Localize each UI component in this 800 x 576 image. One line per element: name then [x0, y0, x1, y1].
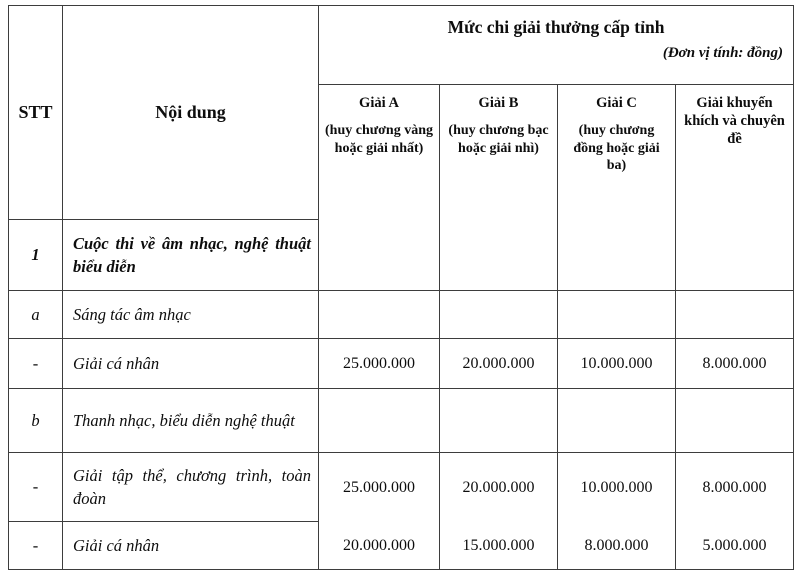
value-cell: [440, 389, 558, 453]
header-giai-c: Giải C (huy chương đồng hoặc giải ba): [558, 85, 676, 220]
table-header-row-top: STT Nội dung Mức chi giải thưởng cấp tỉn…: [9, 6, 795, 220]
header-giai-khuyen-khich: Giải khuyến khích và chuyên đề: [676, 85, 795, 220]
value-cell: [558, 389, 676, 453]
value-cell: [558, 220, 676, 291]
value-cell: 15.000.000: [440, 522, 558, 570]
value-cell: 25.000.000: [319, 339, 440, 389]
row-label-cell: Sáng tác âm nhạc: [63, 291, 319, 339]
value-cell: [676, 389, 795, 453]
value-cell: 10.000.000: [558, 339, 676, 389]
value-cell: [676, 291, 795, 339]
header-giai-khuyen-khich-title: Giải khuyến khích và chuyên đề: [684, 95, 785, 148]
table-row: - Giải tập thể, chương trình, toàn đoàn …: [9, 453, 795, 522]
table-row: - Giải cá nhân 20.000.000 15.000.000 8.0…: [9, 522, 795, 570]
header-group-cell: Mức chi giải thưởng cấp tỉnh (Đơn vị tín…: [319, 6, 795, 85]
row-label-cell: Thanh nhạc, biểu diễn nghệ thuật: [63, 389, 319, 453]
table-row: - Giải cá nhân 25.000.000 20.000.000 10.…: [9, 339, 795, 389]
group-title: Mức chi giải thưởng cấp tỉnh: [447, 17, 665, 37]
row-stt-cell: -: [9, 339, 63, 389]
reward-table: STT Nội dung Mức chi giải thưởng cấp tỉn…: [8, 5, 795, 570]
row-label-cell: Giải cá nhân: [63, 522, 319, 570]
row-stt-cell: b: [9, 389, 63, 453]
table-row: b Thanh nhạc, biểu diễn nghệ thuật: [9, 389, 795, 453]
value-cell: [676, 220, 795, 291]
header-giai-a: Giải A (huy chương vàng hoặc giải nhất): [319, 85, 440, 220]
header-giai-b-subtitle: (huy chương bạc hoặc giải nhì): [448, 123, 549, 156]
value-cell: 20.000.000: [440, 453, 558, 522]
value-cell: 20.000.000: [440, 339, 558, 389]
header-stt: STT: [9, 6, 63, 220]
table-row: a Sáng tác âm nhạc: [9, 291, 795, 339]
header-giai-c-subtitle: (huy chương đồng hoặc giải ba): [573, 123, 660, 174]
row-stt-cell: 1: [9, 220, 63, 291]
value-cell: 25.000.000: [319, 453, 440, 522]
value-cell: 10.000.000: [558, 453, 676, 522]
value-cell: 8.000.000: [558, 522, 676, 570]
row-stt-cell: a: [9, 291, 63, 339]
table-header-row-sub: Giải A (huy chương vàng hoặc giải nhất) …: [9, 85, 795, 220]
header-giai-b-title: Giải B: [478, 95, 519, 111]
value-cell: [319, 291, 440, 339]
header-giai-b: Giải B (huy chương bạc hoặc giải nhì): [440, 85, 558, 220]
value-cell: [319, 389, 440, 453]
value-cell: [319, 220, 440, 291]
value-cell: 8.000.000: [676, 339, 795, 389]
value-cell: [558, 291, 676, 339]
value-cell: [440, 291, 558, 339]
row-label-cell: Giải tập thể, chương trình, toàn đoàn: [63, 453, 319, 522]
table-row: 1 Cuộc thi về âm nhạc, nghệ thuật biểu d…: [9, 220, 795, 291]
unit-note: (Đơn vị tính: đồng): [662, 45, 784, 61]
row-label-cell: Cuộc thi về âm nhạc, nghệ thuật biểu diễ…: [63, 220, 319, 291]
row-stt-cell: -: [9, 522, 63, 570]
header-giai-a-title: Giải A: [359, 95, 399, 111]
header-noi-dung: Nội dung: [63, 6, 319, 220]
value-cell: 20.000.000: [319, 522, 440, 570]
row-stt-cell: -: [9, 453, 63, 522]
header-giai-a-subtitle: (huy chương vàng hoặc giải nhất): [325, 123, 433, 156]
row-label-cell: Giải cá nhân: [63, 339, 319, 389]
value-cell: 5.000.000: [676, 522, 795, 570]
header-giai-c-title: Giải C: [596, 95, 637, 111]
value-cell: 8.000.000: [676, 453, 795, 522]
value-cell: [440, 220, 558, 291]
